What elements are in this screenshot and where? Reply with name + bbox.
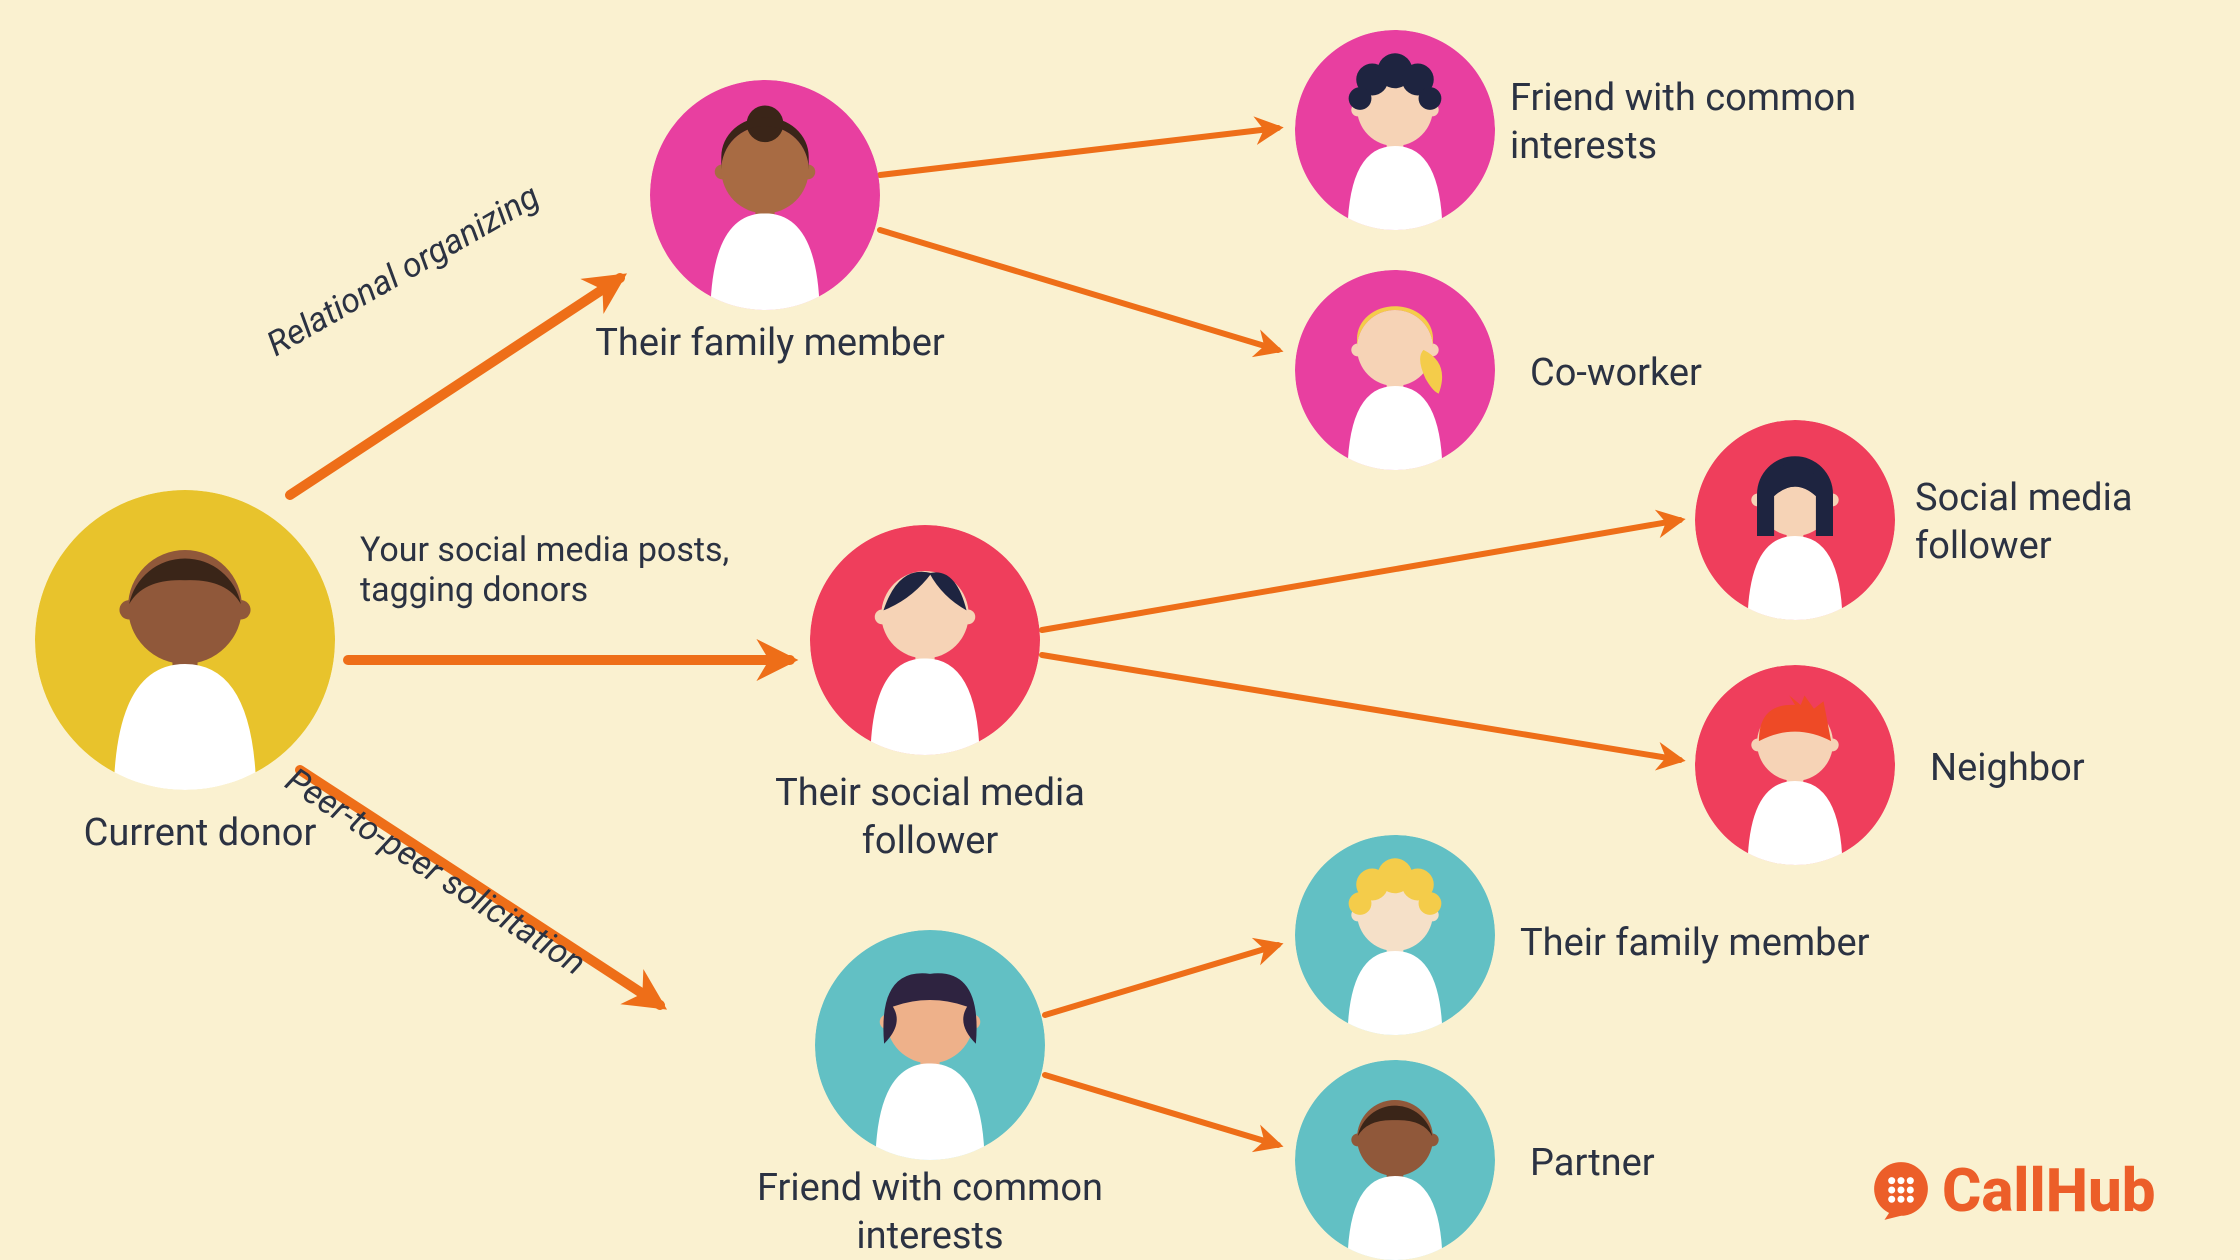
label-root: Current donor: [40, 810, 360, 858]
edge-social-smfollower: [1042, 520, 1680, 630]
brand-logo: CallHub: [1870, 1155, 2156, 1226]
edge-friend-partner: [1045, 1075, 1278, 1145]
brand-name: CallHub: [1942, 1155, 2156, 1226]
avatar-family2: [1295, 835, 1495, 1035]
avatar-family: [650, 80, 880, 310]
avatar-social: [810, 525, 1040, 755]
avatar-partner: [1295, 1060, 1495, 1260]
avatar-coworker: [1295, 270, 1495, 470]
avatar-root: [35, 490, 335, 790]
label-smfollower: Social media follower: [1915, 475, 2195, 570]
edge-label-root-social: Your social media posts, tagging donors: [360, 530, 820, 610]
label-family2: Their family member: [1520, 920, 1940, 968]
label-partner: Partner: [1530, 1140, 1790, 1188]
edge-friend-family2: [1045, 945, 1278, 1015]
label-neighbor: Neighbor: [1930, 745, 2190, 793]
label-friend: Friend with common interests: [720, 1165, 1140, 1260]
callhub-icon: [1870, 1160, 1932, 1222]
label-friend2: Friend with common interests: [1510, 75, 1910, 170]
edge-social-neighbor: [1042, 655, 1680, 760]
avatar-smfollower: [1695, 420, 1895, 620]
avatar-friend: [815, 930, 1045, 1160]
diagram-stage: Current donor Their family member Their …: [0, 0, 2240, 1260]
label-coworker: Co-worker: [1530, 350, 1830, 398]
edges-layer: [0, 0, 2240, 1260]
edge-family-friend2: [880, 128, 1278, 175]
avatar-neighbor: [1695, 665, 1895, 865]
label-social: Their social media follower: [720, 770, 1140, 865]
avatar-friend2: [1295, 30, 1495, 230]
label-family: Their family member: [560, 320, 980, 368]
